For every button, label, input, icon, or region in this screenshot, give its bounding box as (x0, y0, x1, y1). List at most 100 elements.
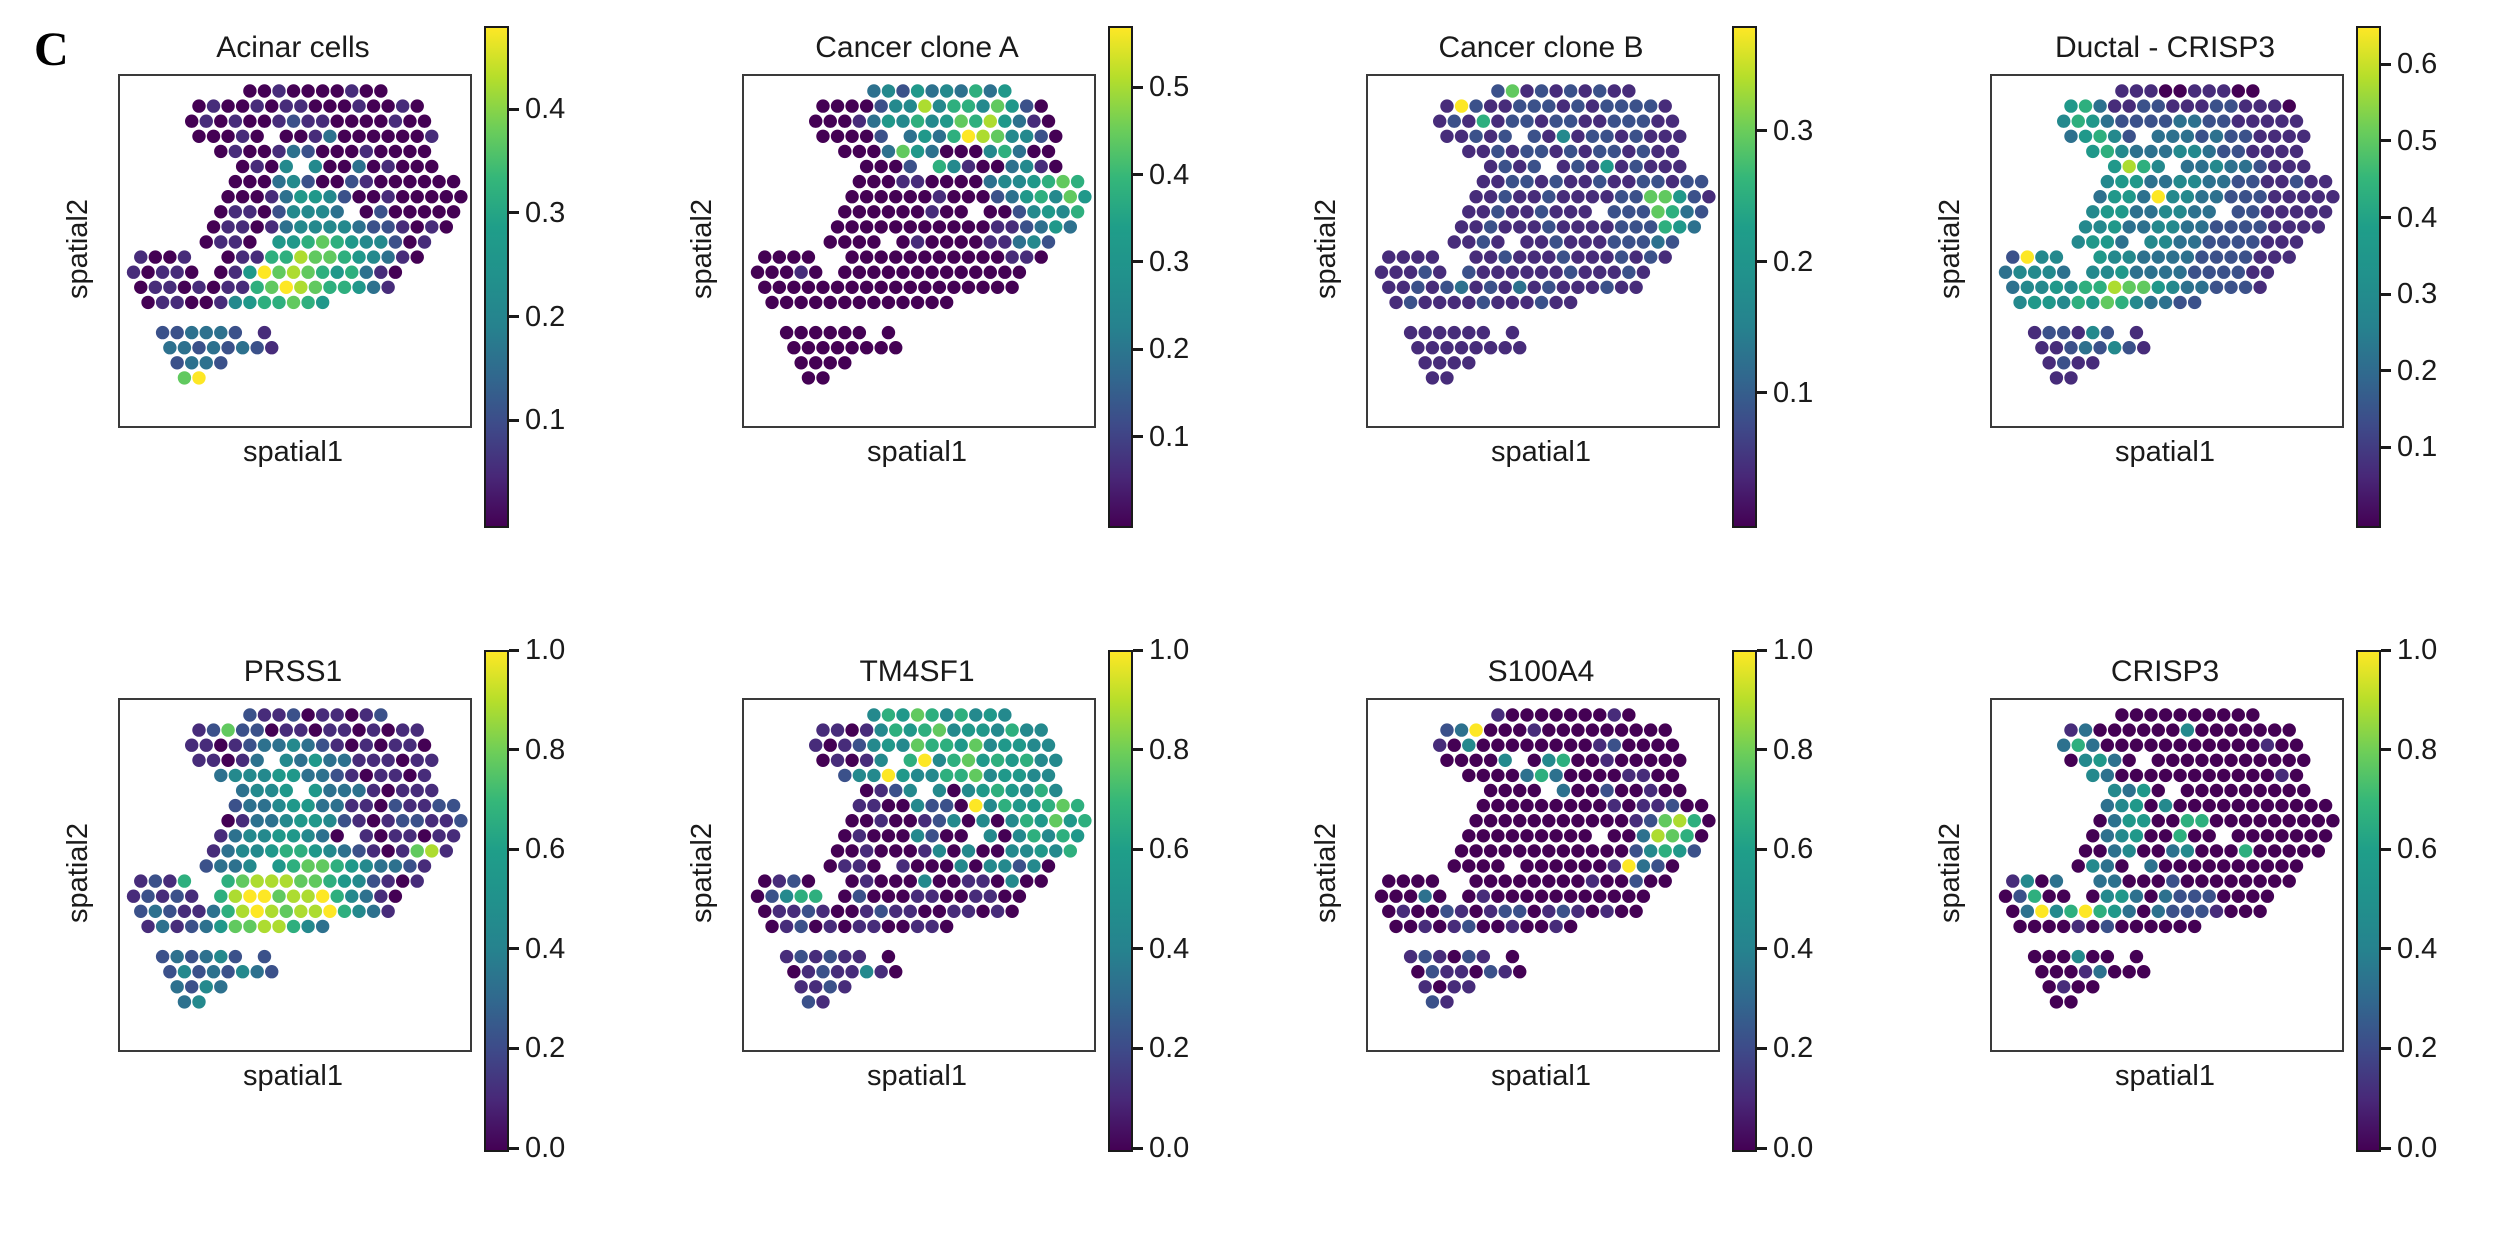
tissue-spot (134, 904, 148, 918)
tissue-spot (1651, 768, 1665, 783)
y-axis-label: spatial2 (1309, 199, 1342, 299)
tissue-spot (1440, 371, 1454, 385)
subplot-s100a4: S100A4 spatial2 spatial1 1.0 0.8 0.6 0.4 0.2… (1248, 624, 1872, 1249)
tissue-spot (2129, 829, 2144, 843)
tissue-spot (881, 84, 896, 98)
tissue-spot (2086, 205, 2100, 219)
tissue-spot (330, 174, 344, 189)
tissue-spot (2195, 874, 2209, 888)
tissue-spot (1012, 235, 1027, 249)
tissue-spot (228, 205, 243, 219)
tissue-spot (2093, 99, 2107, 113)
tissue-spot (301, 144, 315, 159)
tissue-spot (294, 844, 308, 858)
tissue-spot (1658, 844, 1672, 858)
tissue-spot (1614, 723, 1629, 737)
tissue-spot (1673, 220, 1687, 234)
tissue-spot (2180, 753, 2195, 767)
tissue-spot (2238, 753, 2253, 767)
tissue-spot (395, 753, 410, 767)
tissue-spot (1454, 99, 1469, 113)
tissue-spot (1549, 829, 1563, 843)
tissue-spot (1498, 220, 1512, 234)
tissue-spot (1600, 190, 1614, 204)
tissue-spot (961, 723, 976, 737)
colorbar-tick (1757, 1046, 1767, 1050)
tissue-spot (1571, 250, 1585, 264)
tissue-spot (235, 190, 250, 204)
tissue-spot (1563, 235, 1578, 249)
tissue-spot (1549, 295, 1563, 310)
tissue-spot (2238, 844, 2253, 858)
tissue-spot (432, 174, 446, 189)
tissue-spot (243, 295, 257, 310)
colorbar-tick (1133, 173, 1143, 177)
tissue-spot (1498, 99, 1512, 113)
tissue-spot (758, 250, 772, 264)
tissue-spot (2231, 144, 2245, 159)
tissue-spot (859, 220, 874, 234)
tissue-spot (2078, 965, 2093, 979)
tissue-spot (874, 129, 888, 143)
tissue-spot (1542, 250, 1556, 264)
tissue-spot (1622, 889, 1636, 903)
tissue-spot (1622, 205, 1636, 219)
tissue-spot (323, 874, 337, 888)
tissue-spot (2122, 753, 2136, 767)
tissue-spot (2144, 798, 2158, 813)
tissue-spot (845, 99, 859, 113)
tissue-spot (1462, 919, 1476, 934)
tissue-spot (2137, 99, 2151, 113)
tissue-spot (1491, 235, 1505, 249)
tissue-spot (998, 114, 1012, 128)
tissue-spot (1542, 99, 1556, 113)
tissue-spot (1614, 159, 1629, 174)
tissue-spot (2107, 783, 2122, 798)
tissue-spot (2071, 235, 2085, 249)
tissue-spot (2304, 829, 2318, 843)
tissue-spot (2289, 738, 2304, 752)
tissue-spot (1454, 129, 1469, 143)
tissue-spot (932, 159, 947, 174)
tissue-spot (983, 174, 997, 189)
tissue-spot (374, 235, 388, 249)
tissue-spot (1534, 84, 1549, 98)
tissue-spot (2224, 280, 2238, 294)
tissue-spot (1665, 205, 1680, 219)
tissue-spot (1019, 753, 1034, 767)
tissue-spot (2224, 190, 2238, 204)
tissue-spot (1585, 753, 1600, 767)
tissue-spot (2093, 753, 2107, 767)
tissue-spot (787, 965, 801, 979)
tissue-spot (1034, 783, 1048, 798)
tissue-spot (1027, 798, 1041, 813)
tissue-spot (315, 265, 330, 279)
plot-title: S100A4 (1487, 655, 1595, 688)
tissue-spot (2129, 708, 2144, 722)
tissue-spot (235, 99, 250, 113)
tissue-spot (1505, 84, 1520, 98)
tissue-spot (1505, 919, 1520, 934)
tissue-spot (359, 708, 373, 722)
tissue-spot (2107, 844, 2122, 858)
tissue-spot (2238, 723, 2253, 737)
tissue-spot (1542, 844, 1556, 858)
tissue-spot (1513, 159, 1527, 174)
tissue-spot (163, 904, 177, 918)
tissue-spot (2187, 114, 2202, 128)
tissue-spot (2173, 889, 2187, 903)
tissue-spot (1483, 844, 1498, 858)
tissue-spot (852, 144, 867, 159)
tissue-spot (881, 738, 896, 752)
tissue-spot (845, 250, 859, 264)
tissue-spot (976, 220, 990, 234)
tissue-spot (410, 874, 424, 888)
tissue-spot (2238, 220, 2253, 234)
tissue-spot (2086, 738, 2100, 752)
tissue-spot (1520, 205, 1534, 219)
tissue-spot (1469, 965, 1483, 979)
tissue-spot (990, 814, 1005, 828)
tissue-spot (1382, 874, 1396, 888)
tissue-spot (1600, 814, 1614, 828)
tissue-spot (185, 295, 199, 310)
